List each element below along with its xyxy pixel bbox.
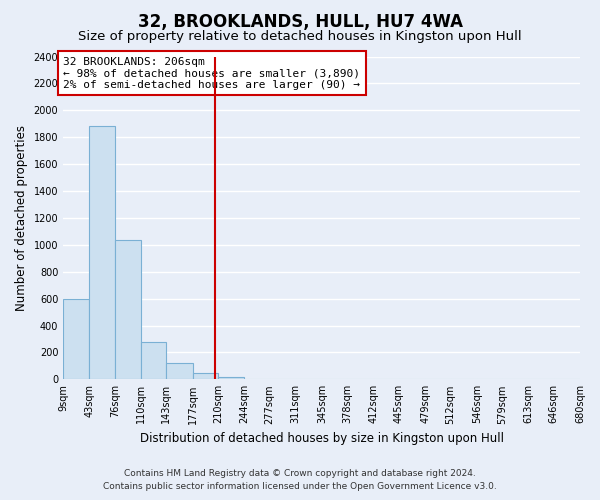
Y-axis label: Number of detached properties: Number of detached properties xyxy=(15,125,28,311)
Bar xyxy=(89,126,115,380)
Bar xyxy=(115,240,141,380)
Text: 32, BROOKLANDS, HULL, HU7 4WA: 32, BROOKLANDS, HULL, HU7 4WA xyxy=(137,12,463,30)
Text: 32 BROOKLANDS: 206sqm
← 98% of detached houses are smaller (3,890)
2% of semi-de: 32 BROOKLANDS: 206sqm ← 98% of detached … xyxy=(63,56,360,90)
Bar xyxy=(141,342,166,380)
Bar xyxy=(193,374,218,380)
Bar xyxy=(218,376,244,380)
Text: Contains HM Land Registry data © Crown copyright and database right 2024.
Contai: Contains HM Land Registry data © Crown c… xyxy=(103,470,497,491)
Bar xyxy=(166,363,193,380)
Text: Size of property relative to detached houses in Kingston upon Hull: Size of property relative to detached ho… xyxy=(78,30,522,43)
Bar xyxy=(63,298,89,380)
X-axis label: Distribution of detached houses by size in Kingston upon Hull: Distribution of detached houses by size … xyxy=(140,432,503,445)
